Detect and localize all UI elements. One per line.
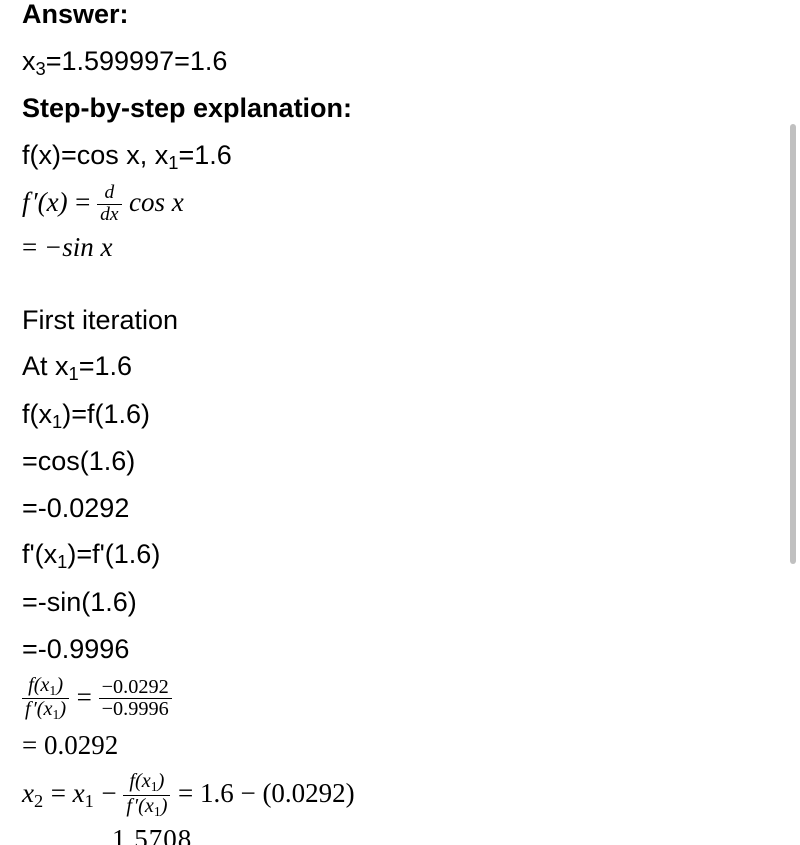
at-x1: At x1=1.6 [22, 346, 780, 388]
ratio-line: f(x1) f ′(x1) = −0.0292 −0.9996 [22, 675, 780, 723]
answer-heading: Answer: [22, 0, 780, 35]
x2-fnum: f(x1) [123, 771, 170, 795]
x2-frac: f(x1) f ′(x1) [123, 771, 170, 819]
x2-minus: − [101, 778, 123, 808]
step-heading: Step-by-step explanation: [22, 88, 780, 129]
fx1-text: f(x1)=f(1.6) [22, 399, 150, 429]
x2-lhs: x2 [22, 778, 43, 808]
first-iteration-title: First iteration [22, 300, 780, 341]
sin-value-line: =-0.9996 [22, 629, 780, 670]
trailing-cut-line: 1 5708 [22, 819, 780, 845]
cos16-line: =cos(1.6) [22, 441, 780, 482]
deriv-result-eq: = [22, 232, 44, 262]
fpx1-text: f'(x1)=f'(1.6) [22, 539, 160, 569]
ratio-eq: = [77, 682, 99, 712]
derivative-result: = −sin x [22, 227, 780, 268]
deriv-frac-num: d [97, 183, 121, 204]
ratio-rnum: −0.0292 [99, 677, 172, 699]
sin16-line: =-sin(1.6) [22, 582, 780, 623]
deriv-lhs: f ′(x) [22, 187, 68, 217]
fpx1-line: f'(x1)=f'(1.6) [22, 534, 780, 576]
ratio-lden: f ′(x1) [22, 699, 69, 722]
deriv-frac: d dx [97, 183, 121, 225]
trailing-text: 1 5708 [112, 824, 192, 845]
ratio-result: = 0.0292 [22, 725, 780, 766]
answer-value: x3=1.599997=1.6 [22, 41, 780, 83]
x2-eq1: = [51, 778, 73, 808]
x2-rhs: = 1.6 − (0.0292) [178, 778, 355, 808]
derivative-line: f ′(x) = d dx cos x [22, 182, 780, 225]
answer-text: x3=1.599997=1.6 [22, 46, 227, 76]
ratio-right-frac: −0.0292 −0.9996 [99, 677, 172, 721]
deriv-rhs: cos x [129, 187, 184, 217]
ratio-left-frac: f(x1) f ′(x1) [22, 675, 69, 723]
deriv-frac-den: dx [97, 205, 121, 225]
ratio-result-text: = 0.0292 [22, 730, 118, 760]
fx1-line: f(x1)=f(1.6) [22, 394, 780, 436]
deriv-result-val: −sin x [44, 232, 112, 262]
x2-line: x2 = x1 − f(x1) f ′(x1) = 1.6 − (0.0292) [22, 771, 780, 819]
given-line: f(x)=cos x, x1=1.6 [22, 135, 780, 177]
vertical-scrollbar[interactable] [790, 124, 796, 564]
cos-value-line: =-0.0292 [22, 488, 780, 529]
deriv-eq: = [75, 187, 97, 217]
x2-fden: f ′(x1) [123, 796, 170, 819]
at-x1-text: At x1=1.6 [22, 351, 132, 381]
given-text: f(x)=cos x, x1=1.6 [22, 140, 232, 170]
ratio-rden: −0.9996 [99, 699, 172, 720]
ratio-lnum: f(x1) [22, 675, 69, 699]
x2-x1: x1 [73, 778, 94, 808]
